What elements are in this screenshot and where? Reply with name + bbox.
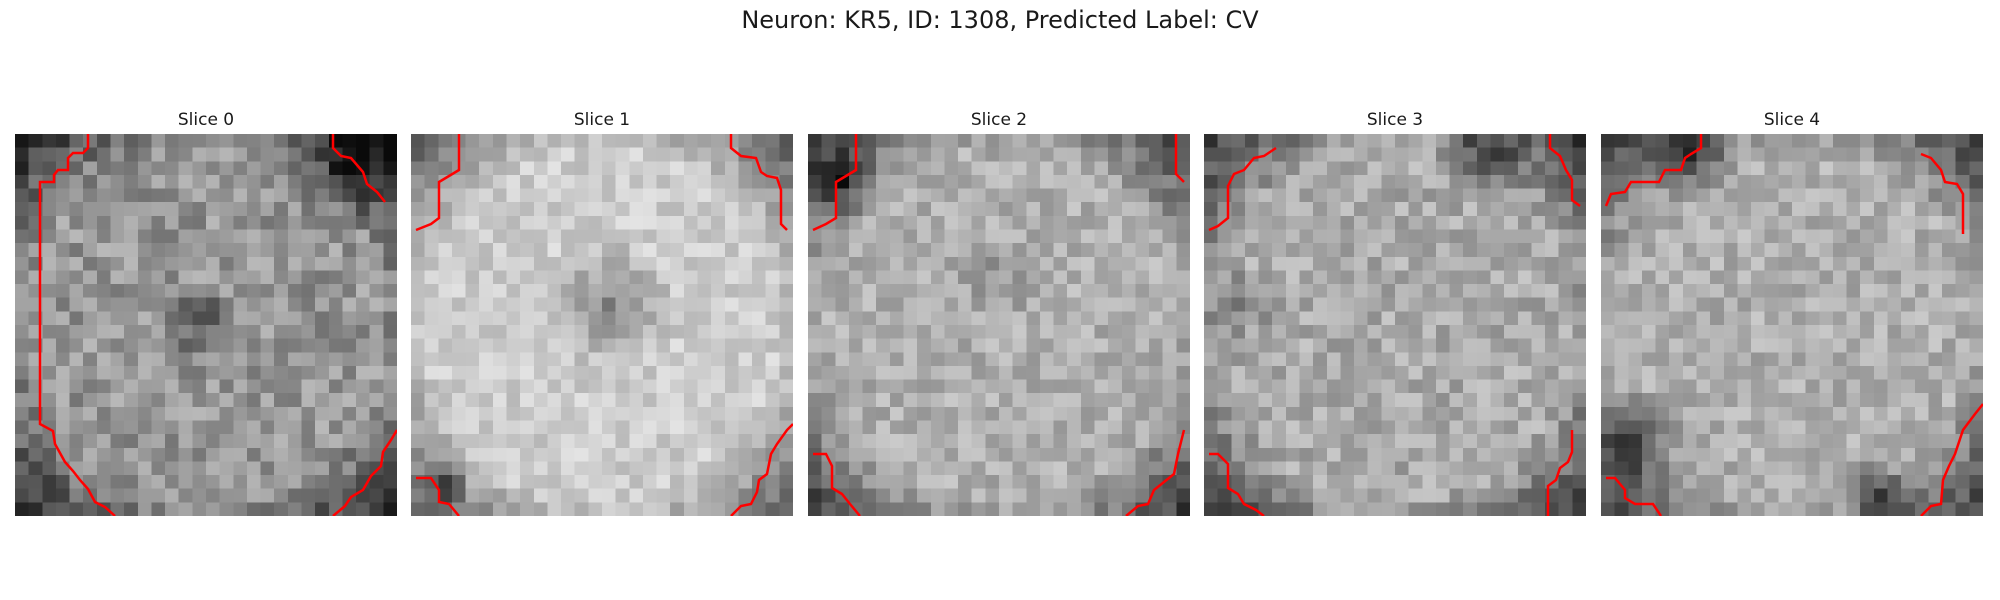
slice-4-contour-tr [1920, 152, 1965, 234]
slice-1-grayscale [411, 134, 793, 516]
slice-4-contour-br [1920, 403, 1983, 516]
slice-3-image [1204, 134, 1586, 516]
slice-4-contours [1604, 134, 1983, 516]
slice-0-contour-br [332, 429, 397, 516]
slice-4-title: Slice 4 [1763, 110, 1821, 130]
slice-3-contour-tl [1208, 146, 1277, 232]
slice-1-title: Slice 1 [573, 110, 631, 130]
slice-3-contour-tr [1548, 134, 1581, 207]
slice-4-contour-bl [1606, 476, 1663, 516]
slice-2-contour-tl [812, 134, 858, 232]
slice-0-grayscale [15, 134, 397, 516]
slice-0-image [15, 134, 397, 516]
slice-0-contour-tr [331, 134, 386, 203]
slice-3-contours [1208, 134, 1581, 516]
slice-2-contour-br [1125, 429, 1186, 516]
slice-3-contour-bl [1209, 452, 1265, 516]
slice-1-contour-br [730, 423, 793, 516]
slice-2-image [808, 134, 1190, 516]
slice-2-grayscale [808, 134, 1190, 516]
slice-4-image [1601, 134, 1983, 516]
slice-2-contour-bl [813, 452, 861, 516]
slice-0-contours [38, 134, 397, 516]
slice-1-contours [415, 134, 793, 516]
slice-1-contour-tl [415, 134, 461, 232]
slice-1-contour-bl [416, 476, 460, 516]
slice-2-contours [812, 134, 1186, 516]
slice-1-contour-tr [729, 134, 788, 231]
slice-4-contour-tl [1604, 134, 1703, 207]
slice-3-title: Slice 3 [1366, 110, 1424, 130]
slice-1-image [411, 134, 793, 516]
slice-3-grayscale [1204, 134, 1586, 516]
figure-title: Neuron: KR5, ID: 1308, Predicted Label: … [741, 6, 1259, 34]
slice-0-title: Slice 0 [177, 110, 235, 130]
slice-2-contour-tr [1174, 134, 1185, 183]
slice-0-contour-left [38, 134, 116, 516]
slice-4-grayscale [1601, 134, 1983, 516]
slice-3-contour-br [1546, 430, 1574, 516]
slice-2-title: Slice 2 [970, 110, 1028, 130]
